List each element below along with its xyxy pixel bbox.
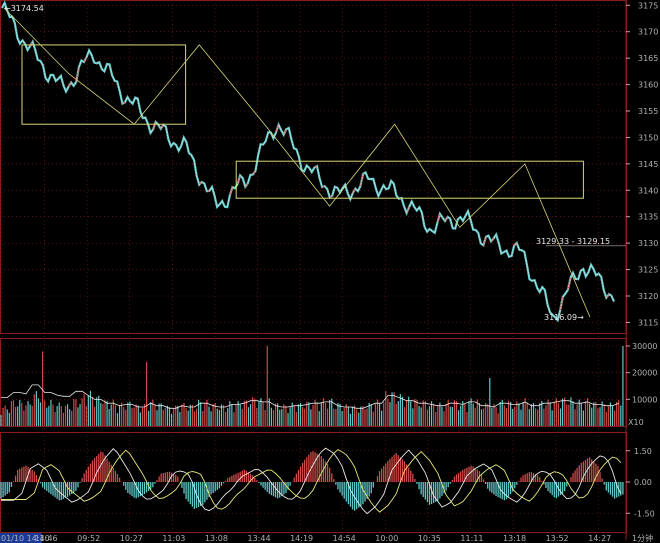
volume-multiplier: X10 bbox=[628, 418, 644, 427]
x-tick-label: 10:27 bbox=[120, 534, 143, 543]
datetime-badge bbox=[0, 533, 42, 543]
zigzag-trend-line bbox=[3, 7, 591, 318]
y-tick-label: 3145 bbox=[638, 160, 658, 169]
volume-ma-line bbox=[1, 384, 619, 409]
x-tick-label: 14:46 bbox=[35, 534, 58, 543]
datetime-label: 01/10 14:10 bbox=[1, 534, 50, 543]
x-tick-label: 13:44 bbox=[248, 534, 271, 543]
y-tick-label: 20000 bbox=[632, 369, 657, 378]
x-tick-label: 09:52 bbox=[77, 534, 100, 543]
y-tick-label: 3155 bbox=[638, 107, 658, 116]
price-panel: ←3174.54 3116.09→ 3129.33 - 3129.15 bbox=[1, 0, 626, 323]
axes: 3115 3120 3125 3130 3135 3140 3145 3150 3155 3160… bbox=[626, 1, 658, 518]
consolidation-box bbox=[235, 160, 584, 199]
y-tick-label: 3160 bbox=[638, 81, 658, 90]
y-tick-label: 3140 bbox=[638, 186, 658, 195]
x-tick-label: 14:27 bbox=[588, 534, 611, 543]
low-price-label: 3116.09→ bbox=[544, 313, 584, 322]
x-tick-label: 13:18 bbox=[503, 534, 526, 543]
macd-dea-line bbox=[1, 449, 622, 513]
volume-panel bbox=[0, 346, 624, 426]
price-line bbox=[1, 2, 615, 321]
y-tick-label: 10000 bbox=[632, 395, 657, 404]
y-tick-label: 30000 bbox=[632, 342, 657, 351]
period-label: 1分钟 bbox=[632, 533, 653, 543]
y-tick-label: 3115 bbox=[638, 318, 658, 327]
macd-frame bbox=[0, 432, 627, 533]
y-tick-label: 3130 bbox=[638, 239, 658, 248]
y-tick-label: 3120 bbox=[638, 292, 658, 301]
y-tick-label: -1.50 bbox=[634, 509, 655, 518]
x-tick-label: 11:11 bbox=[460, 534, 483, 543]
x-tick-label: 11:03 bbox=[162, 534, 185, 543]
range-label: 3129.33 - 3129.15 bbox=[536, 237, 610, 246]
y-tick-label: 1.50 bbox=[634, 447, 652, 456]
y-tick-label: 0.00 bbox=[634, 478, 652, 487]
y-tick-label: 3165 bbox=[638, 54, 658, 63]
x-tick-label: 13:08 bbox=[205, 534, 228, 543]
macd-panel bbox=[0, 447, 624, 515]
high-price-label: ←3174.54 bbox=[4, 4, 44, 13]
x-tick-label: 10:00 bbox=[375, 534, 398, 543]
y-tick-label: 3125 bbox=[638, 266, 658, 275]
x-tick-label: 14:54 bbox=[333, 534, 356, 543]
macd-dif-line bbox=[1, 447, 622, 515]
y-tick-label: 3170 bbox=[638, 28, 658, 37]
y-tick-label: 3135 bbox=[638, 213, 658, 222]
y-tick-label: 3175 bbox=[638, 1, 658, 10]
x-tick-label: 14:19 bbox=[290, 534, 313, 543]
x-tick-label: 10:35 bbox=[418, 534, 441, 543]
x-tick-label: 13:52 bbox=[546, 534, 569, 543]
consolidation-box bbox=[21, 44, 187, 125]
y-tick-label: 3150 bbox=[638, 133, 658, 142]
